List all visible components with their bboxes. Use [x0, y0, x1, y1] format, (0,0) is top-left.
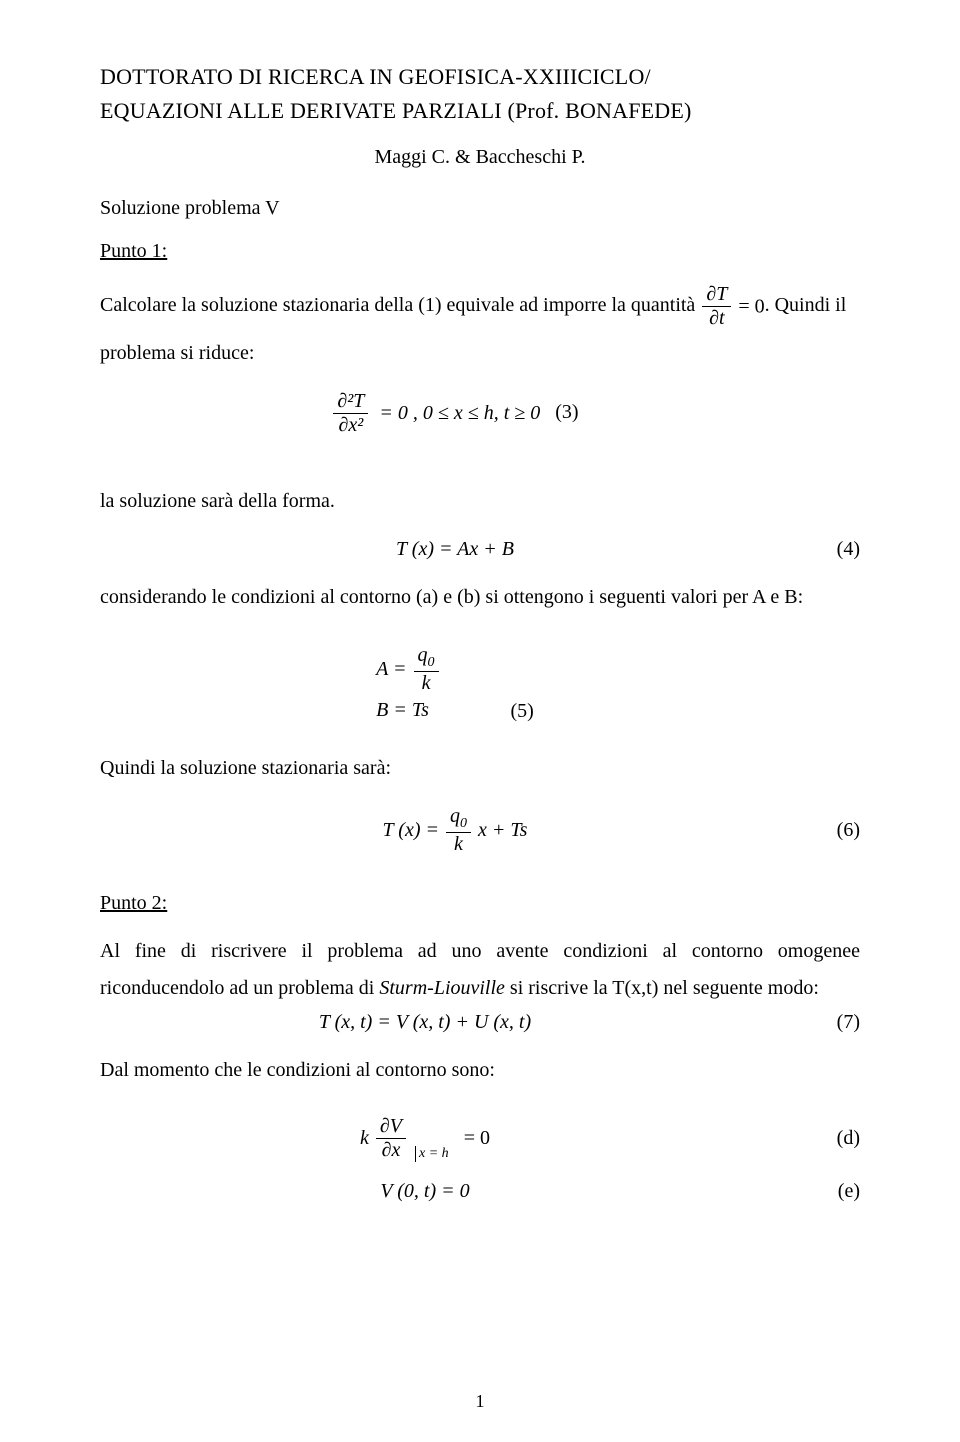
eq3-core: = 0 , 0 ≤ x ≤ h, t ≥ 0: [379, 402, 540, 424]
punto1-body: Calcolare la soluzione stazionaria della…: [100, 281, 860, 371]
equation-5: A = q0 k B = Ts (5): [100, 640, 860, 726]
eq6-lhs: T (x) =: [383, 819, 439, 841]
frac-d2T-dx2-num: ∂²T: [333, 390, 368, 414]
frac-d2T-dx2-den: ∂x²: [333, 414, 368, 437]
equation-3: ∂²T ∂x² = 0 , 0 ≤ x ≤ h, t ≥ 0 (3): [100, 390, 860, 437]
equation-d: k ∂V ∂x x = h = 0 (d): [100, 1115, 860, 1162]
eq5-A-frac: q0 k: [414, 644, 439, 695]
punto1-text-e: considerando le condizioni al contorno (…: [100, 579, 860, 616]
eq6-den: k: [446, 833, 471, 856]
eq5-A-den: k: [414, 672, 439, 695]
page: DOTTORATO DI RICERCA IN GEOFISICA-XXIIIC…: [0, 0, 960, 1442]
frac-d2T-dx2: ∂²T ∂x²: [333, 390, 368, 437]
punto2-text-a-italic: Sturm-Liouville: [379, 977, 505, 999]
authors: Maggi C. & Baccheschi P.: [100, 146, 860, 169]
equation-7: T (x, t) = V (x, t) + U (x, t) (7): [100, 1011, 860, 1034]
eq4-core: T (x) = Ax + B: [100, 538, 810, 561]
punto1-label: Punto 1:: [100, 240, 860, 263]
eqd-den: ∂x: [376, 1139, 406, 1162]
frac-dT-dt-den: ∂t: [702, 307, 731, 330]
eqe-label: (e): [750, 1180, 860, 1203]
punto2-body: Al fine di riscrivere il problema ad uno…: [100, 933, 860, 1007]
header-line-1: DOTTORATO DI RICERCA IN GEOFISICA-XXIIIC…: [100, 60, 860, 94]
eqd-rhs: = 0: [464, 1127, 490, 1149]
eq5-label: (5): [511, 700, 534, 722]
equation-e: V (0, t) = 0 (e): [100, 1180, 860, 1203]
eqd-bar: x = h: [415, 1146, 449, 1162]
page-header: DOTTORATO DI RICERCA IN GEOFISICA-XXIIIC…: [100, 60, 860, 128]
punto1-text-d: la soluzione sarà della forma.: [100, 483, 860, 520]
eq4-label: (4): [810, 538, 860, 561]
eq7-label: (7): [750, 1011, 860, 1034]
frac-dT-dt-num: ∂T: [702, 283, 731, 307]
punto1-text-c: problema si riduce:: [100, 335, 860, 372]
eqd-frac: ∂V ∂x: [376, 1115, 406, 1162]
header-line-2: EQUAZIONI ALLE DERIVATE PARZIALI (Prof. …: [100, 94, 860, 128]
punto2-text-b: Dal momento che le condizioni al contorn…: [100, 1052, 860, 1089]
eqd-label: (d): [750, 1127, 860, 1150]
eqe-core: V (0, t) = 0: [100, 1180, 750, 1203]
eq5-B: B = Ts: [376, 699, 440, 722]
eq3-label: (3): [555, 401, 578, 423]
eq6-frac: q0 k: [446, 805, 471, 856]
eq5-A-lhs: A =: [376, 658, 406, 680]
eqd-num: ∂V: [376, 1115, 406, 1139]
eq6-num: q0: [446, 805, 471, 833]
equation-4: T (x) = Ax + B (4): [100, 538, 860, 561]
punto2-text-a-tail: si riscrive la T(x,t) nel seguente modo:: [505, 977, 819, 999]
punto1-text-a: Calcolare la soluzione stazionaria della…: [100, 294, 695, 316]
eqd-k: k: [360, 1127, 369, 1149]
equation-6: T (x) = q0 k x + Ts (6): [100, 805, 860, 856]
punto1-text-b: . Quindi il: [765, 294, 847, 316]
eq6-label: (6): [810, 819, 860, 842]
punto1-text-f: Quindi la soluzione stazionaria sarà:: [100, 750, 860, 787]
eq6-tail: x + Ts: [478, 819, 527, 841]
page-number: 1: [100, 1391, 860, 1412]
eq5-A-num: q0: [414, 644, 439, 672]
section-title: Soluzione problema V: [100, 197, 860, 220]
punto2-label: Punto 2:: [100, 892, 860, 915]
eq7-core: T (x, t) = V (x, t) + U (x, t): [100, 1011, 750, 1034]
eq-zero-inline: = 0: [738, 296, 764, 318]
frac-dT-dt: ∂T ∂t: [702, 283, 731, 330]
